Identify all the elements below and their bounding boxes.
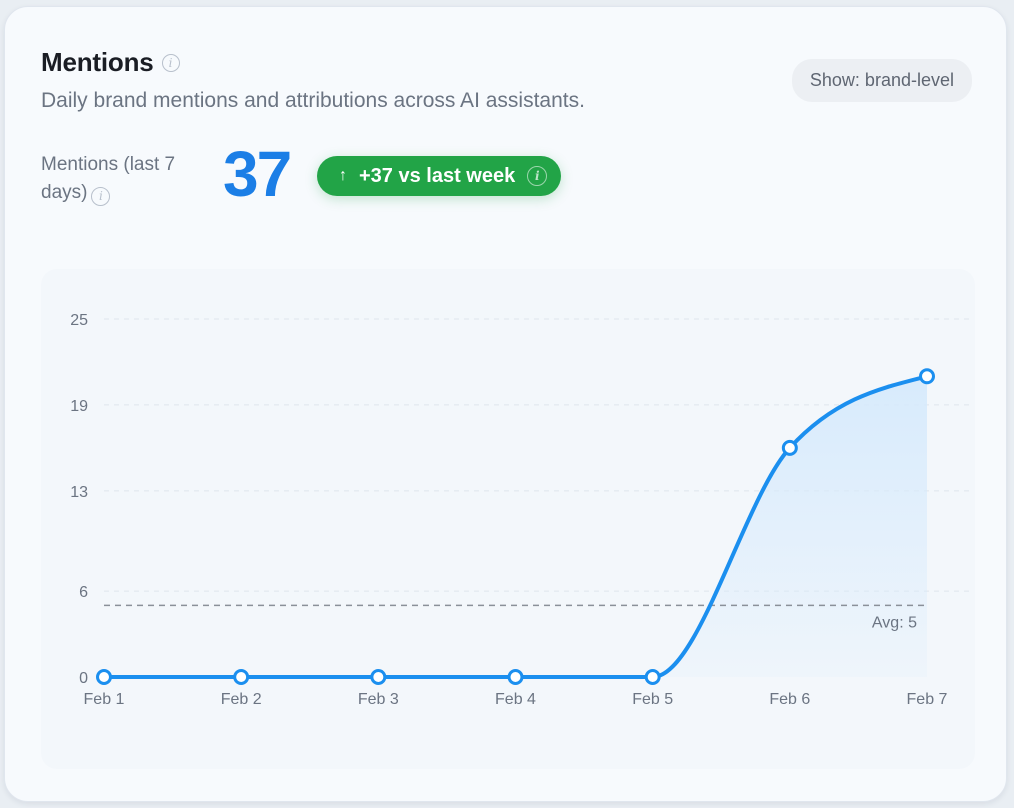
x-tick-label: Feb 3	[358, 691, 399, 708]
data-point	[96, 669, 112, 685]
average-label: Avg: 5	[872, 614, 917, 631]
data-point	[233, 669, 250, 685]
data-point	[644, 669, 661, 685]
x-tick-label: Feb 2	[221, 691, 262, 708]
data-point	[507, 669, 524, 685]
x-tick-label: Feb 5	[632, 691, 673, 708]
x-tick-label: Feb 7	[907, 691, 948, 708]
delta-text: +37 vs last week	[359, 164, 516, 187]
delta-info-icon[interactable]: i	[527, 166, 548, 186]
kpi-info-icon[interactable]: i	[91, 186, 111, 206]
info-icon[interactable]: i	[161, 53, 180, 72]
kpi-value: 37	[223, 138, 292, 210]
y-tick-label: 25	[70, 312, 88, 329]
y-tick-label: 13	[70, 484, 88, 501]
title-row: Mentions i	[41, 47, 180, 78]
data-point	[370, 669, 387, 685]
series-area	[104, 376, 927, 677]
arrow-up-icon: ↑	[339, 167, 347, 184]
kpi-label: Mentions (last 7 days) i	[41, 151, 221, 207]
y-tick-label: 0	[79, 670, 88, 687]
delta-badge: ↑ +37 vs last week i	[317, 156, 562, 196]
data-point	[781, 439, 798, 456]
y-tick-label: 6	[79, 584, 88, 601]
card-title: Mentions	[41, 47, 154, 77]
y-tick-label: 19	[70, 398, 88, 415]
show-level-button[interactable]: Show: brand-level	[791, 59, 972, 102]
x-tick-label: Feb 4	[495, 691, 536, 708]
x-tick-label: Feb 1	[84, 691, 125, 708]
card-subtitle: Daily brand mentions and attributions ac…	[41, 89, 585, 112]
x-tick-label: Feb 6	[769, 691, 810, 708]
data-point	[919, 368, 935, 385]
kpi-label-text: Mentions (last 7 days)	[41, 154, 176, 203]
